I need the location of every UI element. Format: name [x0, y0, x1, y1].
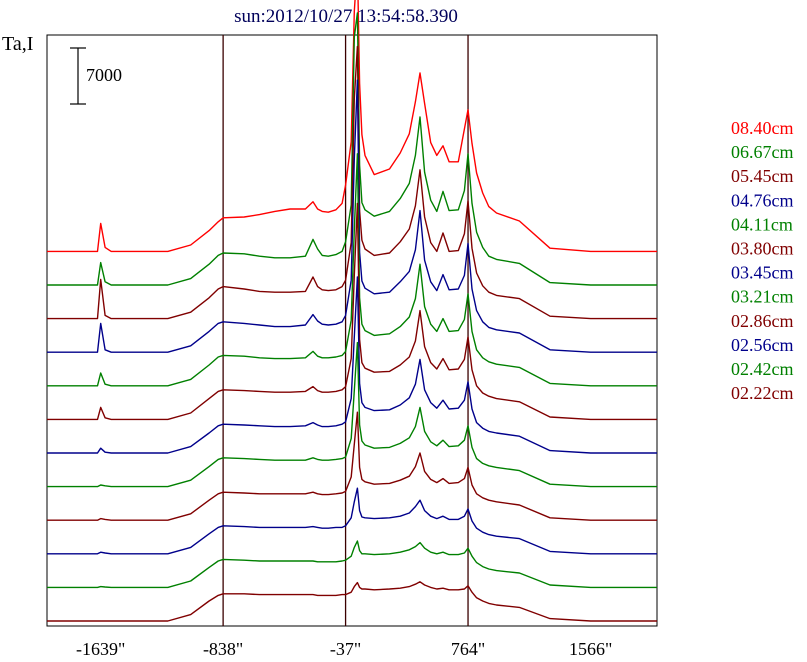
legend: 08.40cm 06.67cm 05.45cm 04.76cm 04.11cm 03.80… — [731, 118, 794, 403]
x-tick-label-1: -838" — [203, 639, 243, 659]
series-line-4 — [47, 153, 657, 387]
series-line-8 — [47, 411, 657, 521]
x-tick-labels: -1639" -838" -37" 764" 1566" — [76, 639, 612, 659]
legend-item-5: 03.80cm — [731, 239, 794, 259]
legend-item-3: 04.76cm — [731, 190, 794, 210]
legend-item-9: 02.56cm — [731, 335, 794, 355]
series-line-9 — [47, 487, 657, 555]
series-lines — [47, 0, 657, 622]
x-tick-label-4: 1566" — [569, 639, 612, 659]
legend-item-0: 08.40cm — [731, 118, 794, 138]
series-line-3 — [47, 79, 657, 353]
series-line-5 — [47, 202, 657, 421]
legend-item-7: 03.21cm — [731, 287, 794, 307]
series-line-11 — [47, 581, 657, 622]
scale-bar: 7000 — [70, 47, 122, 105]
series-line-6 — [47, 276, 657, 454]
x-tick-label-2: -37" — [330, 639, 361, 659]
series-line-7 — [47, 341, 657, 488]
series-line-0 — [47, 0, 657, 253]
vertical-lines — [222, 35, 469, 626]
scale-bar-label: 7000 — [86, 65, 122, 85]
legend-item-8: 02.86cm — [731, 311, 794, 331]
x-tick-label-0: -1639" — [76, 639, 125, 659]
legend-item-10: 02.42cm — [731, 359, 794, 379]
chart-title: sun:2012/10/27 13:54:58.390 — [234, 6, 458, 27]
series-line-10 — [47, 540, 657, 589]
x-tick-label-3: 764" — [451, 639, 485, 659]
legend-item-1: 06.67cm — [731, 142, 794, 162]
legend-item-2: 05.45cm — [731, 166, 794, 186]
y-axis-label: Ta,I — [2, 33, 33, 55]
legend-item-6: 03.45cm — [731, 263, 794, 283]
legend-item-4: 04.11cm — [731, 214, 793, 234]
plot-frame — [46, 34, 658, 627]
legend-item-11: 02.22cm — [731, 383, 794, 403]
